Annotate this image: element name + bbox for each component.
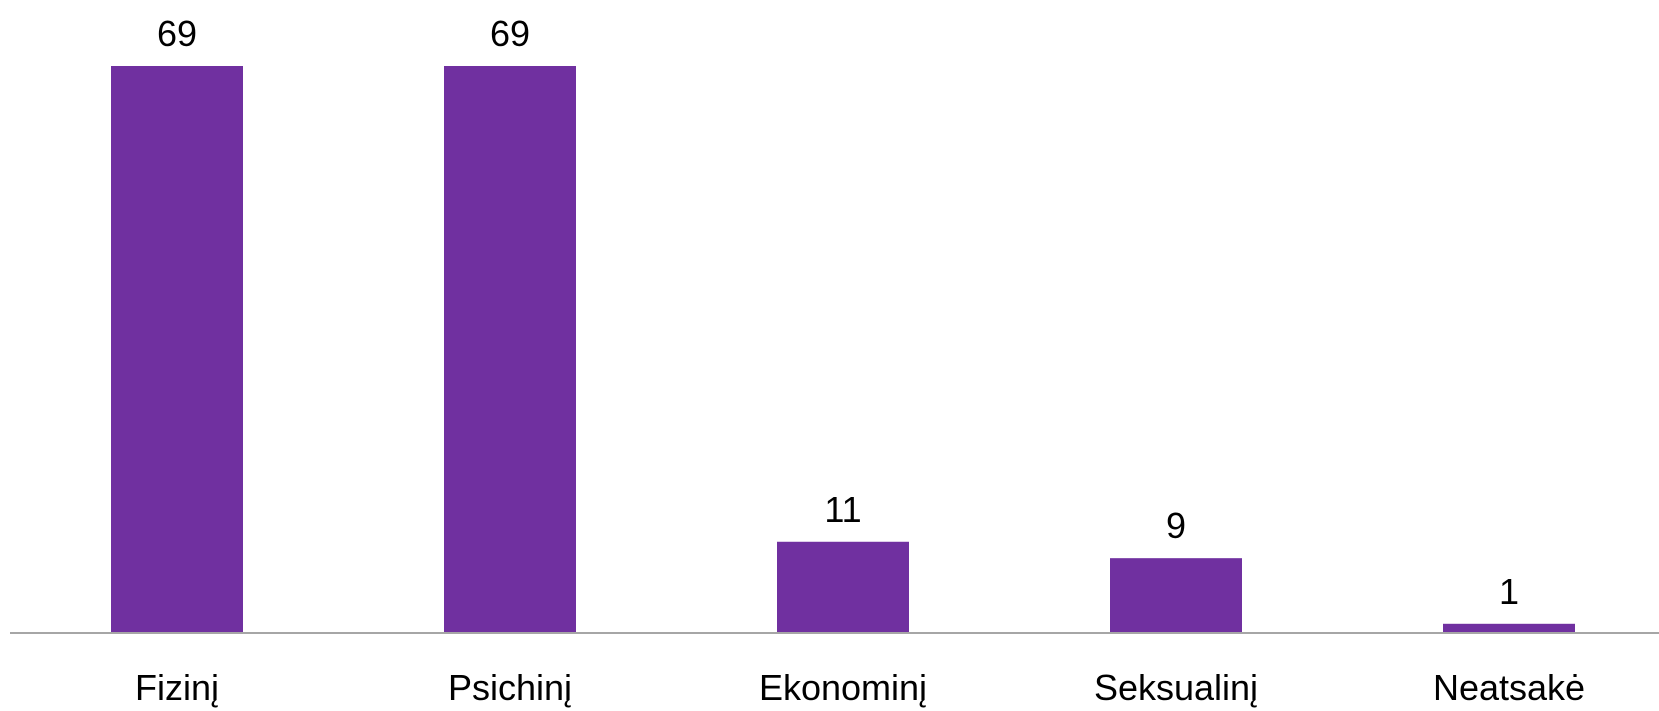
data-label-1: 69 <box>490 13 530 54</box>
category-labels-group: Fizinį Psichinį Ekonominį Seksualinį Neatsak… <box>135 667 1585 708</box>
data-label-0: 69 <box>157 13 197 54</box>
data-labels-group: 69 69 11 9 1 <box>157 13 1519 612</box>
category-label-3: Seksualinį <box>1094 667 1258 708</box>
category-label-0: Fizinį <box>135 667 219 708</box>
bar-0 <box>111 66 243 632</box>
bar-3 <box>1110 558 1242 632</box>
data-label-4: 1 <box>1499 571 1519 612</box>
category-label-1: Psichinį <box>448 667 572 708</box>
category-label-4: Neatsakė <box>1433 667 1585 708</box>
data-label-2: 11 <box>824 489 861 530</box>
bar-1 <box>444 66 576 632</box>
data-label-3: 9 <box>1166 505 1186 546</box>
bars-group <box>111 66 1575 632</box>
bar-2 <box>777 541 909 632</box>
bar-4 <box>1443 623 1575 632</box>
category-label-2: Ekonominį <box>759 667 927 708</box>
